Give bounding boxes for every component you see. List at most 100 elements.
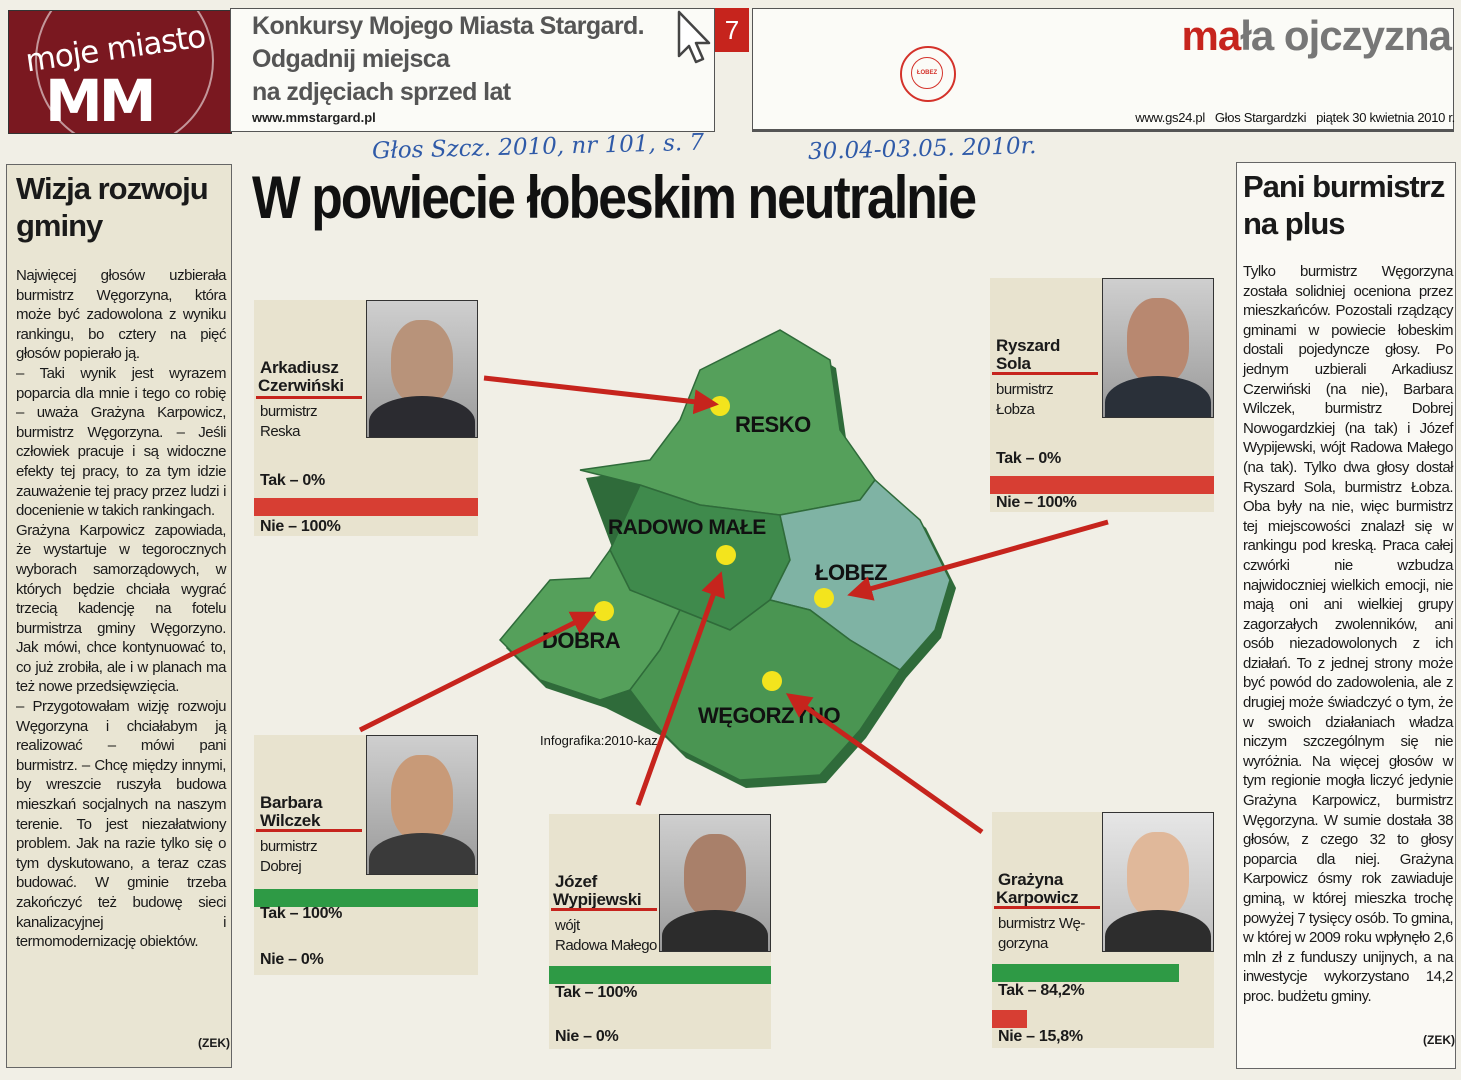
- card-sola: Ryszard Sola burmistrz Łobza Tak – 0% Ni…: [990, 278, 1214, 512]
- name-first: Barbara: [260, 793, 323, 812]
- tak-bar: [549, 966, 771, 984]
- name-first: Arkadiusz: [260, 358, 339, 377]
- photo-face: [1127, 832, 1189, 918]
- moje-miasto-logo: moje miasto MM: [8, 10, 232, 134]
- photo-face: [391, 320, 453, 405]
- card-wypijewski: Józef Wypijewski wójt Radowa Małego Tak …: [549, 814, 771, 1049]
- publication-meta: www.gs24.pl Głos Stargardzki piątek 30 k…: [1135, 110, 1455, 125]
- handwritten-citation: Głos Szcz. 2010, nr 101, s. 7: [371, 129, 705, 165]
- role-line-2: Reska: [260, 423, 301, 440]
- role-line-1: burmistrz: [260, 838, 318, 855]
- map-label-lobez: ŁOBEZ: [815, 560, 887, 585]
- map-dot-resko: [710, 396, 730, 416]
- section-header-box: [752, 8, 1454, 132]
- tak-label: Tak – 84,2%: [998, 982, 1085, 999]
- photo-shoulders: [1105, 375, 1211, 417]
- library-stamp-icon: ŁOBEZ: [900, 46, 956, 102]
- map-dot-wegorzyno: [762, 671, 782, 691]
- name-last: Wypijewski: [553, 890, 642, 909]
- role-line-2: Radowa Małego: [555, 937, 657, 954]
- header-title-line-1: Konkursy Mojego Miasta Stargard.: [252, 12, 645, 40]
- infographic-credit: Infografika:2010-kaz: [540, 733, 658, 748]
- name-underline: [551, 908, 657, 911]
- tak-label: Tak – 0%: [260, 472, 325, 489]
- nie-bar: [990, 476, 1214, 494]
- photo-shoulders: [369, 832, 475, 874]
- map-dot-lobez: [814, 588, 834, 608]
- photo-wypijewski: [659, 814, 771, 952]
- header-title-line-3: na zdjęciach sprzed lat: [252, 78, 511, 106]
- card-karpowicz: Grażyna Karpowicz burmistrz Wę- gorzyna …: [992, 812, 1214, 1048]
- name-last: Czerwiński: [258, 376, 344, 395]
- section-title: mała ojczyzna: [1181, 12, 1452, 60]
- right-sidebar-box: [1236, 162, 1456, 1069]
- right-signature: (ZEK): [1423, 1033, 1455, 1047]
- handwritten-date: 30.04-03.05. 2010r.: [807, 133, 1037, 165]
- photo-shoulders: [662, 910, 768, 951]
- map-label-wegorzyno: WĘGORZYNO: [698, 703, 841, 728]
- name-underline: [256, 396, 362, 399]
- name-underline: [994, 906, 1100, 909]
- role-line-1: burmistrz: [996, 381, 1054, 398]
- photo-face: [391, 755, 453, 841]
- map-label-resko: RESKO: [735, 412, 811, 437]
- name-last: Sola: [996, 354, 1031, 373]
- tak-label: Tak – 100%: [260, 905, 343, 922]
- nie-label: Nie – 0%: [260, 951, 324, 968]
- name-first: Grażyna: [998, 870, 1063, 889]
- left-heading: Wizja rozwoju gminy: [16, 171, 209, 243]
- name-last: Karpowicz: [996, 888, 1079, 907]
- photo-face: [684, 834, 746, 919]
- role-line-1: burmistrz: [260, 403, 318, 420]
- role-line-1: burmistrz Wę-: [998, 915, 1085, 932]
- photo-czerwinski: [366, 300, 478, 438]
- photo-shoulders: [1105, 909, 1211, 951]
- role-line-2: gorzyna: [998, 935, 1048, 952]
- photo-face: [1127, 298, 1189, 384]
- powiat-lobeski-map: RESKO RADOWO MAŁE ŁOBEZ DOBRA WĘGORZYNO: [498, 329, 956, 788]
- left-signature: (ZEK): [198, 1036, 230, 1050]
- page-number: 7: [715, 8, 749, 52]
- nie-label: Nie – 0%: [555, 1028, 619, 1045]
- nie-bar: [254, 498, 478, 516]
- main-headline: W powiecie łobeskim neutralnie: [252, 164, 977, 231]
- nie-label: Nie – 100%: [996, 494, 1077, 511]
- header-title-line-2: Odgadnij miejsca: [252, 45, 450, 73]
- name-first: Józef: [555, 872, 597, 891]
- logo-ring: [35, 11, 214, 133]
- map-label-dobra: DOBRA: [542, 628, 621, 653]
- left-article-body: Najwięcej głosów uzbierała burmistrz Węg…: [16, 267, 226, 951]
- tak-label: Tak – 100%: [555, 984, 638, 1001]
- header-contest-box: [230, 8, 715, 132]
- tak-bar: [254, 889, 478, 907]
- nie-bar: [992, 1010, 1028, 1028]
- name-underline: [256, 829, 362, 832]
- role-line-2: Łobza: [996, 401, 1035, 418]
- tak-label: Tak – 0%: [996, 450, 1061, 467]
- photo-shoulders: [369, 396, 475, 437]
- photo-karpowicz: [1102, 812, 1214, 952]
- right-heading: Pani burmistrz na plus: [1243, 169, 1445, 241]
- role-line-1: wójt: [555, 917, 580, 934]
- map-dot-dobra: [594, 601, 614, 621]
- nie-label: Nie – 15,8%: [998, 1028, 1083, 1045]
- name-first: Ryszard: [996, 336, 1061, 355]
- header-contest-title: Konkursy Mojego Miasta Stargard. Odgadni…: [252, 10, 672, 109]
- map-dot-radowo-male: [716, 545, 736, 565]
- right-article-body: Tylko burmistrz Węgorzyna została solidn…: [1243, 263, 1454, 1005]
- stamp-text: ŁOBEZ: [911, 57, 943, 89]
- name-last: Wilczek: [260, 811, 321, 830]
- card-wilczek: Barbara Wilczek burmistrz Dobrej Tak – 1…: [254, 735, 478, 975]
- map-label-radowo-male: RADOWO MAŁE: [608, 516, 766, 539]
- cursor-arrow-icon: [677, 10, 711, 64]
- name-underline: [992, 372, 1098, 375]
- photo-sola: [1102, 278, 1214, 418]
- logo-mark: MM: [45, 67, 156, 134]
- role-line-2: Dobrej: [260, 858, 302, 875]
- section-title-rest: ła ojczyzna: [1240, 12, 1452, 59]
- nie-label: Nie – 100%: [260, 518, 341, 535]
- header-url: www.mmstargard.pl: [252, 110, 376, 125]
- section-title-red: ma: [1181, 12, 1242, 59]
- photo-wilczek: [366, 735, 478, 875]
- left-sidebar-box: [6, 164, 232, 1068]
